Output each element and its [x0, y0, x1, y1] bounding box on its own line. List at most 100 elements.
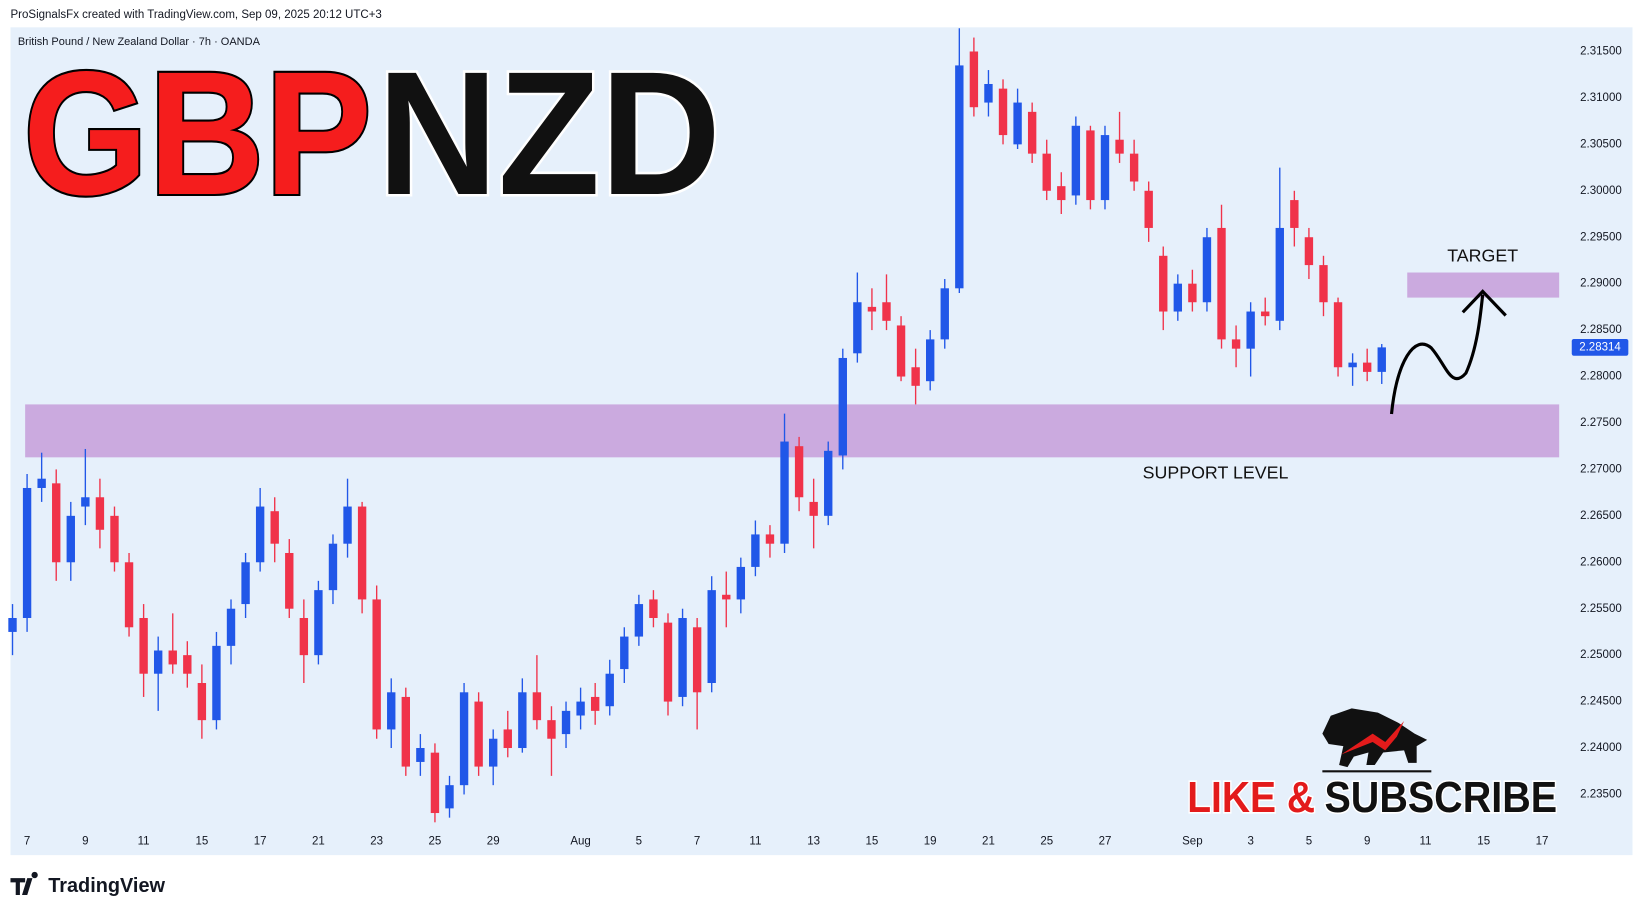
y-tick-label: 2.30500: [1580, 138, 1622, 150]
x-tick-label: 7: [24, 836, 30, 848]
candle-body: [489, 738, 498, 767]
zone-label: TARGET: [1447, 246, 1518, 266]
candle-body: [1202, 237, 1212, 303]
candle-body: [459, 692, 469, 786]
x-tick-label: 23: [370, 836, 383, 848]
candle-body: [255, 506, 265, 563]
x-tick-label: 17: [254, 836, 267, 848]
candle-body: [911, 367, 920, 386]
last-price-tag: [1571, 338, 1629, 356]
candle-body: [678, 617, 687, 697]
title-part: NZD: [377, 36, 721, 232]
x-tick-label: 7: [694, 836, 700, 848]
y-tick-label: 2.23500: [1580, 788, 1622, 800]
candle-body: [926, 339, 935, 382]
candle-body: [474, 701, 483, 767]
candle-body: [882, 302, 891, 321]
candle-body: [1377, 347, 1386, 372]
candle-body: [22, 487, 32, 618]
zone-label: SUPPORT LEVEL: [1143, 462, 1289, 482]
candle-body: [241, 562, 250, 605]
candle-body: [1159, 255, 1168, 312]
x-tick-label: 25: [1040, 836, 1053, 848]
y-tick-label: 2.31000: [1580, 92, 1622, 104]
y-tick-label: 2.27000: [1580, 463, 1622, 475]
candle-body: [81, 497, 90, 507]
candle-body: [590, 696, 600, 711]
title-part: GBP: [23, 36, 372, 232]
candle-body: [692, 627, 702, 693]
x-tick-label: 15: [866, 836, 879, 848]
candles: [8, 28, 1386, 823]
x-tick-label: 9: [82, 836, 88, 848]
candle-body: [1362, 362, 1372, 372]
candle-body: [940, 288, 949, 340]
x-tick-label: 15: [195, 836, 208, 848]
candle-body: [37, 478, 46, 488]
y-tick-label: 2.25500: [1580, 603, 1622, 615]
y-tick-label: 2.24500: [1580, 696, 1622, 708]
candle-body: [416, 748, 425, 762]
x-tick-label: 11: [1419, 836, 1431, 848]
y-tick-label: 2.31500: [1580, 46, 1622, 58]
x-tick-label: 9: [1364, 836, 1370, 848]
y-tick-label: 2.25000: [1580, 649, 1622, 661]
zone: [25, 404, 1560, 458]
candle-body: [561, 710, 571, 735]
x-tick-label: 27: [1099, 836, 1112, 848]
x-tick-label: 13: [807, 836, 820, 848]
y-tick-label: 2.28000: [1580, 371, 1622, 383]
x-tick-label: 21: [982, 836, 995, 848]
candle-body: [824, 450, 833, 516]
candle-body: [1100, 135, 1110, 201]
y-tick-label: 2.26000: [1580, 556, 1622, 568]
y-tick-label: 2.29500: [1580, 231, 1622, 243]
x-tick-label: 29: [487, 836, 500, 848]
candle-body: [197, 683, 207, 721]
candle-body: [649, 599, 658, 618]
candle-body: [532, 692, 542, 721]
candle-body: [765, 534, 775, 544]
candle-body: [1057, 186, 1066, 201]
x-tick-label: Aug: [570, 836, 591, 848]
candle-body: [212, 645, 221, 721]
candle-body: [1188, 283, 1197, 303]
candle-body: [226, 608, 236, 646]
candle-body: [1333, 302, 1343, 368]
projection-arrow: [1389, 294, 1485, 415]
candle-body: [707, 590, 716, 684]
candle-body: [8, 617, 17, 632]
candle-body: [183, 655, 192, 674]
y-tick-label: 2.29000: [1580, 278, 1622, 290]
candle-body: [722, 594, 731, 600]
candle-body: [969, 51, 979, 108]
candle-body: [576, 701, 585, 716]
candle-body: [1348, 362, 1357, 368]
candle-body: [984, 83, 993, 103]
candle-body: [853, 302, 862, 354]
candle-body: [168, 650, 177, 665]
x-tick-label: 11: [749, 836, 761, 848]
candle-body: [809, 501, 818, 516]
candle-body: [518, 692, 527, 749]
candle-body: [95, 497, 105, 530]
x-tick-label: Sep: [1182, 836, 1203, 848]
cta-like: LIKE &: [1187, 773, 1315, 822]
arrow-head: [1461, 289, 1507, 317]
x-tick-label: 11: [138, 836, 150, 848]
bull-swoosh: [1341, 721, 1405, 755]
candle-body: [780, 441, 789, 544]
candle-body: [1013, 102, 1022, 145]
candle-body: [1071, 125, 1081, 196]
candle-body: [605, 673, 614, 707]
candle-body: [955, 65, 964, 289]
candle-body: [634, 604, 644, 637]
candle-body: [794, 446, 804, 498]
candle-body: [896, 325, 906, 377]
candle-body: [1173, 283, 1183, 312]
candle-body: [343, 506, 352, 544]
candle-body: [1129, 153, 1139, 182]
credit: ProSignalsFx created with TradingView.co…: [10, 9, 381, 21]
y-tick-label: 2.28500: [1580, 324, 1622, 336]
